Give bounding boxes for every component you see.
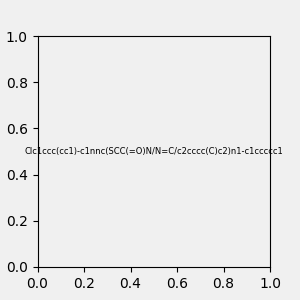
Text: Clc1ccc(cc1)-c1nnc(SCC(=O)N/N=C/c2cccc(C)c2)n1-c1ccccc1: Clc1ccc(cc1)-c1nnc(SCC(=O)N/N=C/c2cccc(C… [24, 147, 283, 156]
